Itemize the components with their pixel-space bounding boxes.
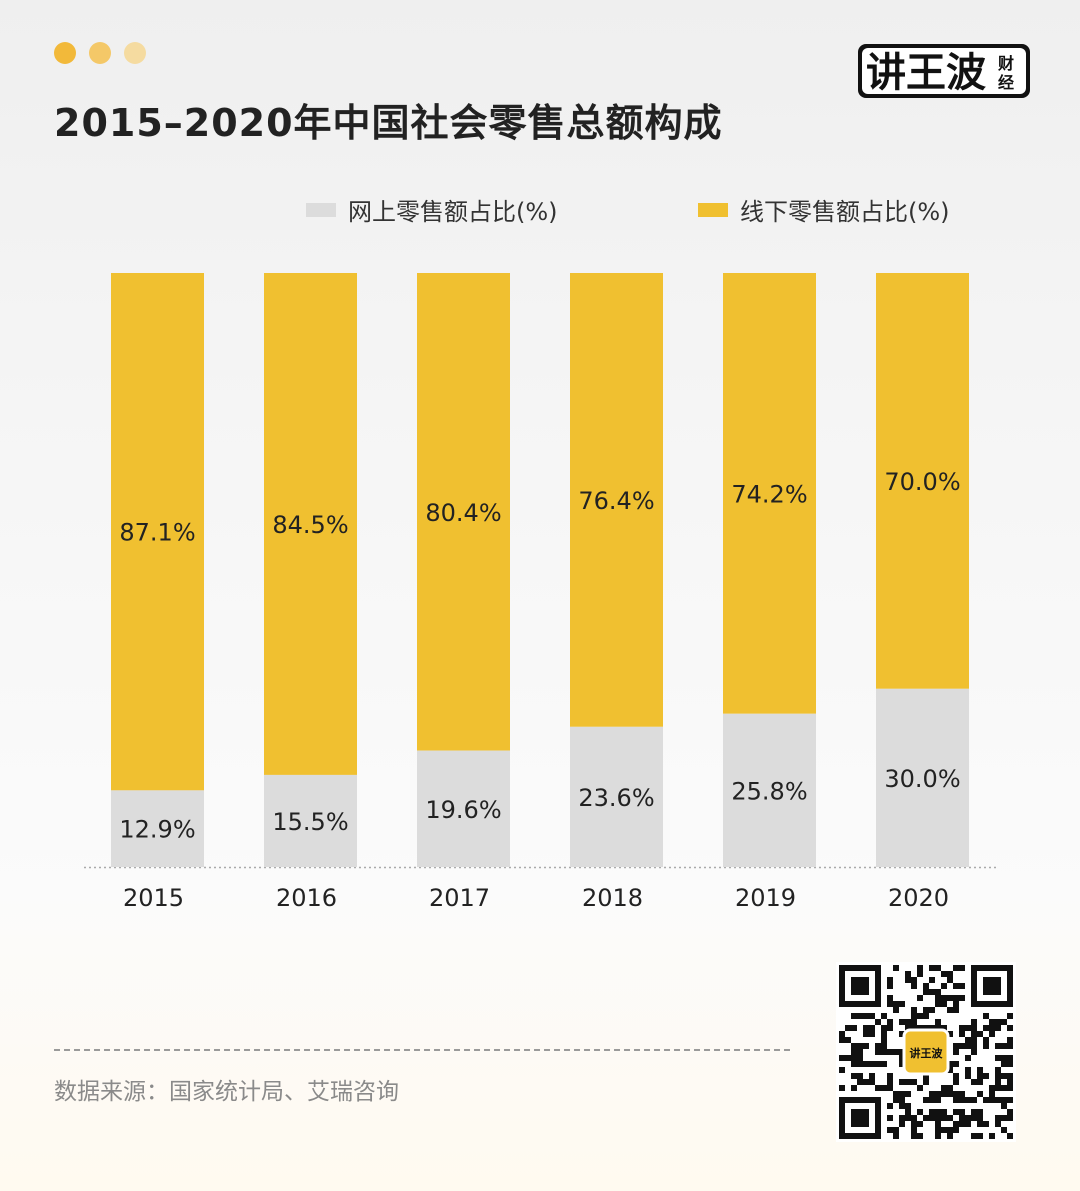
- x-tick-2018: 2018: [582, 884, 643, 912]
- decor-dot-3: [124, 42, 146, 64]
- label-offline-2017: 80.4%: [425, 499, 501, 527]
- bar-online-2016: [264, 774, 357, 867]
- svg-text:财: 财: [997, 54, 1014, 73]
- x-tick-2020: 2020: [888, 884, 949, 912]
- svg-text:讲王波: 讲王波: [866, 50, 986, 96]
- qr-finder-1: [971, 965, 1013, 1007]
- qr-center-logo: 讲王波: [910, 1046, 944, 1060]
- label-offline-2015: 87.1%: [119, 519, 195, 547]
- label-online-2015: 12.9%: [119, 816, 195, 844]
- qr-finder-2: [839, 1097, 881, 1139]
- x-tick-2017: 2017: [429, 884, 490, 912]
- decor-dot-1: [54, 42, 76, 64]
- x-tick-2019: 2019: [735, 884, 796, 912]
- divider: [54, 1049, 790, 1051]
- x-tick-2016: 2016: [276, 884, 337, 912]
- bar-offline-2017: [417, 273, 510, 751]
- bar-offline-2020: [876, 273, 969, 689]
- bar-offline-2016: [264, 273, 357, 775]
- legend-swatch-offline: [698, 202, 728, 217]
- qr-finder-0: [839, 965, 881, 1007]
- chart-title: 2015–2020年中国社会零售总额构成: [54, 101, 723, 145]
- label-online-2016: 15.5%: [272, 808, 348, 836]
- legend-label-offline: 线下零售额占比(%): [740, 198, 950, 226]
- bar-online-2015: [111, 790, 204, 867]
- legend-online: 网上零售额占比(%): [306, 192, 558, 227]
- label-offline-2020: 70.0%: [884, 468, 960, 496]
- legend-swatch-online: [306, 202, 336, 217]
- data-source: 数据来源：国家统计局、艾瑞咨询: [54, 1079, 399, 1105]
- bar-offline-2018: [570, 273, 663, 727]
- legend-label-online: 网上零售额占比(%): [348, 198, 558, 226]
- label-offline-2016: 84.5%: [272, 511, 348, 539]
- bar-online-2018: [570, 726, 663, 867]
- qr-code[interactable]: 讲王波: [836, 962, 1016, 1142]
- stacked-bar-chart: 87.1% 12.9% 2015 84.5% 15.5% 2016 80.4% 19.6% 20…: [84, 273, 998, 912]
- label-online-2018: 23.6%: [578, 784, 654, 812]
- bar-online-2019: [723, 713, 816, 867]
- decor-dot-2: [89, 42, 111, 64]
- bar-online-2017: [417, 750, 510, 867]
- svg-text:经: 经: [998, 73, 1014, 92]
- x-tick-2015: 2015: [123, 884, 184, 912]
- bar-offline-2019: [723, 273, 816, 714]
- bar-online-2020: [876, 688, 969, 867]
- label-offline-2018: 76.4%: [578, 487, 654, 515]
- label-online-2019: 25.8%: [731, 777, 807, 805]
- label-online-2020: 30.0%: [884, 765, 960, 793]
- brand-logo: 讲王波 财 经: [858, 44, 1030, 98]
- label-offline-2019: 74.2%: [731, 480, 807, 508]
- bar-offline-2015: [111, 273, 204, 791]
- legend-offline: 线下零售额占比(%): [698, 192, 950, 227]
- label-online-2017: 19.6%: [425, 796, 501, 824]
